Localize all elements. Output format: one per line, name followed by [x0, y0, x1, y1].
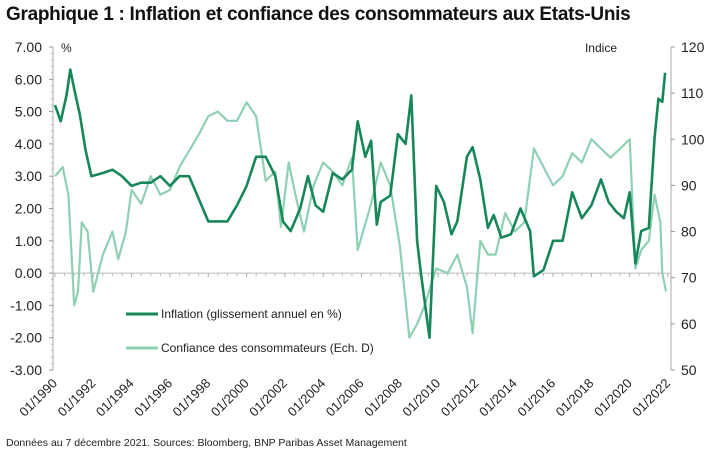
x-tick-label: 01/2020	[591, 376, 635, 420]
right-tick-label: 80	[681, 224, 697, 240]
x-tick-label: 01/1994	[93, 376, 137, 420]
x-tick-label: 01/2002	[246, 376, 290, 420]
legend-label-inflation: Inflation (glissement annuel en %)	[161, 307, 342, 321]
right-axis-unit: Indice	[585, 41, 617, 55]
legend: Inflation (glissement annuel en %) Confi…	[126, 307, 374, 355]
left-axis-unit: %	[61, 41, 72, 55]
source-note: Données au 7 décembre 2021. Sources: Blo…	[6, 437, 407, 449]
x-tick-label: 01/2008	[361, 376, 405, 420]
right-tick-label: 70	[681, 270, 697, 286]
left-tick-label: 7.00	[15, 39, 42, 55]
inflation-line	[53, 68, 667, 339]
left-tick-label: 1.00	[15, 233, 42, 249]
chart-title: Graphique 1 : Inflation et confiance des…	[6, 4, 631, 25]
right-tick-label: 60	[681, 316, 697, 332]
x-tick-label: 01/1990	[16, 376, 60, 420]
left-tick-label: 3.00	[15, 168, 42, 184]
left-tick-label: 0.00	[15, 265, 42, 281]
x-tick-label: 01/2000	[208, 376, 252, 420]
x-tick-label: 01/2010	[399, 376, 443, 420]
right-tick-label: 110	[681, 85, 704, 101]
left-tick-label: 4.00	[15, 136, 42, 152]
x-tick-label: 01/2022	[629, 376, 673, 420]
x-tick-label: 01/2016	[514, 376, 558, 420]
left-tick-label: 6.00	[15, 71, 42, 87]
left-tick-label: 2.00	[15, 201, 42, 217]
x-tick-label: 01/2018	[553, 376, 597, 420]
x-tick-label: 01/2012	[438, 376, 482, 420]
x-tick-label: 01/2014	[476, 376, 520, 420]
x-tick-label: 01/2006	[323, 376, 367, 420]
x-tick-label: 01/1996	[131, 376, 175, 420]
x-tick-label: 01/2004	[284, 376, 328, 420]
left-tick-label: -2.00	[10, 330, 42, 346]
left-tick-label: -1.00	[10, 297, 42, 313]
legend-label-confidence: Confiance des consommateurs (Ech. D)	[161, 341, 374, 355]
confidence-line	[54, 101, 668, 339]
left-tick-label: -3.00	[10, 362, 42, 378]
right-tick-label: 90	[681, 177, 697, 193]
right-tick-label: 100	[681, 131, 705, 147]
left-tick-label: 5.00	[15, 104, 42, 120]
series-lines	[53, 68, 668, 339]
x-tick-label: 01/1992	[55, 376, 99, 420]
right-tick-label: 120	[681, 39, 705, 55]
right-tick-label: 50	[681, 362, 697, 378]
x-tick-label: 01/1998	[170, 376, 214, 420]
